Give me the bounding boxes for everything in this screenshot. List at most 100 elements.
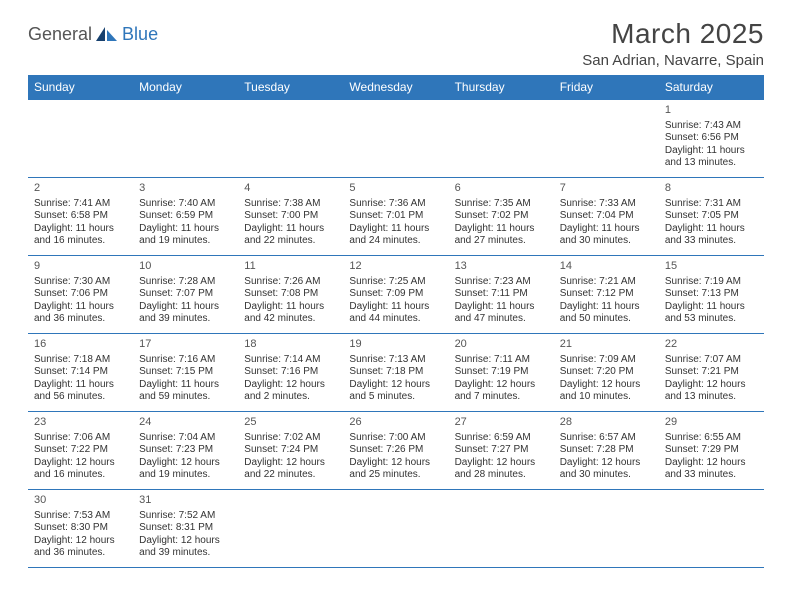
calendar-week-row: 1Sunrise: 7:43 AMSunset: 6:56 PMDaylight…: [28, 100, 764, 178]
sunrise-line: Sunrise: 7:09 AM: [560, 354, 653, 367]
calendar-day-cell: 7Sunrise: 7:33 AMSunset: 7:04 PMDaylight…: [554, 178, 659, 256]
calendar-day-cell: 10Sunrise: 7:28 AMSunset: 7:07 PMDayligh…: [133, 256, 238, 334]
daylight-line: Daylight: 12 hours and 39 minutes.: [139, 535, 232, 560]
sunrise-line: Sunrise: 7:35 AM: [455, 198, 548, 211]
daylight-line: Daylight: 12 hours and 22 minutes.: [244, 457, 337, 482]
calendar-week-row: 30Sunrise: 7:53 AMSunset: 8:30 PMDayligh…: [28, 490, 764, 568]
sunrise-line: Sunrise: 6:57 AM: [560, 432, 653, 445]
day-number: 9: [34, 260, 127, 274]
sunrise-line: Sunrise: 7:19 AM: [665, 276, 758, 289]
daylight-line: Daylight: 12 hours and 10 minutes.: [560, 379, 653, 404]
daylight-line: Daylight: 12 hours and 16 minutes.: [34, 457, 127, 482]
daylight-line: Daylight: 12 hours and 28 minutes.: [455, 457, 548, 482]
calendar-day-cell: [238, 490, 343, 568]
daylight-line: Daylight: 11 hours and 44 minutes.: [349, 301, 442, 326]
calendar-day-cell: 31 Sunrise: 7:52 AMSunset: 8:31 PMDayligh…: [133, 490, 238, 568]
location: San Adrian, Navarre, Spain: [582, 52, 764, 69]
day-number: 21: [560, 338, 653, 352]
calendar-day-cell: 21 Sunrise: 7:09 AMSunset: 7:20 PMDayligh…: [554, 334, 659, 412]
day-number: 6: [455, 182, 548, 196]
sunrise-line: Sunrise: 7:52 AM: [139, 510, 232, 523]
dow-monday: Monday: [133, 75, 238, 100]
sunrise-line: Sunrise: 7:25 AM: [349, 276, 442, 289]
sunset-line: Sunset: 7:23 PM: [139, 444, 232, 457]
calendar-day-cell: 22 Sunrise: 7:07 AMSunset: 7:21 PMDayligh…: [659, 334, 764, 412]
header: General Blue March 2025 San Adrian, Nava…: [28, 18, 764, 69]
daylight-line: Daylight: 11 hours and 42 minutes.: [244, 301, 337, 326]
calendar-day-cell: 16Sunrise: 7:18 AMSunset: 7:14 PMDayligh…: [28, 334, 133, 412]
daylight-line: Daylight: 11 hours and 36 minutes.: [34, 301, 127, 326]
calendar-day-cell: 15Sunrise: 7:19 AMSunset: 7:13 PMDayligh…: [659, 256, 764, 334]
calendar-day-cell: [133, 100, 238, 178]
sunrise-line: Sunrise: 7:43 AM: [665, 120, 758, 133]
sunrise-line: Sunrise: 7:18 AM: [34, 354, 127, 367]
logo-sail-icon: [96, 25, 118, 43]
sunrise-line: Sunrise: 7:31 AM: [665, 198, 758, 211]
sunset-line: Sunset: 7:20 PM: [560, 366, 653, 379]
calendar-week-row: 16Sunrise: 7:18 AMSunset: 7:14 PMDayligh…: [28, 334, 764, 412]
sunset-line: Sunset: 7:11 PM: [455, 288, 548, 301]
sunrise-line: Sunrise: 7:04 AM: [139, 432, 232, 445]
daylight-line: Daylight: 11 hours and 19 minutes.: [139, 223, 232, 248]
sunset-line: Sunset: 6:59 PM: [139, 210, 232, 223]
daylight-line: Daylight: 11 hours and 27 minutes.: [455, 223, 548, 248]
sunset-line: Sunset: 7:16 PM: [244, 366, 337, 379]
calendar-day-cell: 20Sunrise: 7:11 AMSunset: 7:19 PMDayligh…: [449, 334, 554, 412]
calendar-day-cell: 29Sunrise: 6:55 AMSunset: 7:29 PMDayligh…: [659, 412, 764, 490]
sunrise-line: Sunrise: 7:36 AM: [349, 198, 442, 211]
calendar-day-cell: 4Sunrise: 7:38 AMSunset: 7:00 PMDaylight…: [238, 178, 343, 256]
sunrise-line: Sunrise: 6:55 AM: [665, 432, 758, 445]
sunset-line: Sunset: 7:00 PM: [244, 210, 337, 223]
calendar-day-cell: 14Sunrise: 7:21 AMSunset: 7:12 PMDayligh…: [554, 256, 659, 334]
day-number: 11: [244, 260, 337, 274]
daylight-line: Daylight: 11 hours and 53 minutes.: [665, 301, 758, 326]
logo-text-blue: Blue: [122, 24, 158, 45]
calendar-day-cell: [343, 490, 448, 568]
sunset-line: Sunset: 7:07 PM: [139, 288, 232, 301]
day-number: 14: [560, 260, 653, 274]
daylight-line: Daylight: 11 hours and 30 minutes.: [560, 223, 653, 248]
calendar-day-cell: 6 Sunrise: 7:35 AMSunset: 7:02 PMDaylight…: [449, 178, 554, 256]
calendar-day-cell: 26Sunrise: 7:00 AMSunset: 7:26 PMDayligh…: [343, 412, 448, 490]
sunset-line: Sunset: 7:04 PM: [560, 210, 653, 223]
day-number: 29: [665, 416, 758, 430]
sunset-line: Sunset: 8:31 PM: [139, 522, 232, 535]
daylight-line: Daylight: 12 hours and 19 minutes.: [139, 457, 232, 482]
dow-saturday: Saturday: [659, 75, 764, 100]
sunset-line: Sunset: 7:27 PM: [455, 444, 548, 457]
calendar-day-cell: 27Sunrise: 6:59 AMSunset: 7:27 PMDayligh…: [449, 412, 554, 490]
sunset-line: Sunset: 7:22 PM: [34, 444, 127, 457]
calendar-day-cell: 17Sunrise: 7:16 AMSunset: 7:15 PMDayligh…: [133, 334, 238, 412]
calendar-day-cell: [449, 100, 554, 178]
daylight-line: Daylight: 11 hours and 39 minutes.: [139, 301, 232, 326]
sunset-line: Sunset: 7:21 PM: [665, 366, 758, 379]
sunrise-line: Sunrise: 7:26 AM: [244, 276, 337, 289]
day-number: 16: [34, 338, 127, 352]
calendar-day-cell: 12Sunrise: 7:25 AMSunset: 7:09 PMDayligh…: [343, 256, 448, 334]
day-number: 31: [139, 494, 232, 508]
dow-wednesday: Wednesday: [343, 75, 448, 100]
day-number: 26: [349, 416, 442, 430]
sunrise-line: Sunrise: 7:40 AM: [139, 198, 232, 211]
sunset-line: Sunset: 7:02 PM: [455, 210, 548, 223]
daylight-line: Daylight: 12 hours and 5 minutes.: [349, 379, 442, 404]
sunset-line: Sunset: 7:05 PM: [665, 210, 758, 223]
daylight-line: Daylight: 11 hours and 24 minutes.: [349, 223, 442, 248]
sunrise-line: Sunrise: 7:28 AM: [139, 276, 232, 289]
sunrise-line: Sunrise: 7:30 AM: [34, 276, 127, 289]
daylight-line: Daylight: 12 hours and 13 minutes.: [665, 379, 758, 404]
calendar-day-cell: 23Sunrise: 7:06 AMSunset: 7:22 PMDayligh…: [28, 412, 133, 490]
day-number: 5: [349, 182, 442, 196]
sunset-line: Sunset: 7:12 PM: [560, 288, 653, 301]
day-number: 3: [139, 182, 232, 196]
daylight-line: Daylight: 11 hours and 16 minutes.: [34, 223, 127, 248]
dow-friday: Friday: [554, 75, 659, 100]
day-number: 22: [665, 338, 758, 352]
day-number: 28: [560, 416, 653, 430]
calendar-day-cell: [238, 100, 343, 178]
sunrise-line: Sunrise: 7:13 AM: [349, 354, 442, 367]
day-of-week-row: Sunday Monday Tuesday Wednesday Thursday…: [28, 75, 764, 100]
sunrise-line: Sunrise: 7:07 AM: [665, 354, 758, 367]
logo: General Blue: [28, 18, 158, 45]
calendar-day-cell: 8Sunrise: 7:31 AMSunset: 7:05 PMDaylight…: [659, 178, 764, 256]
